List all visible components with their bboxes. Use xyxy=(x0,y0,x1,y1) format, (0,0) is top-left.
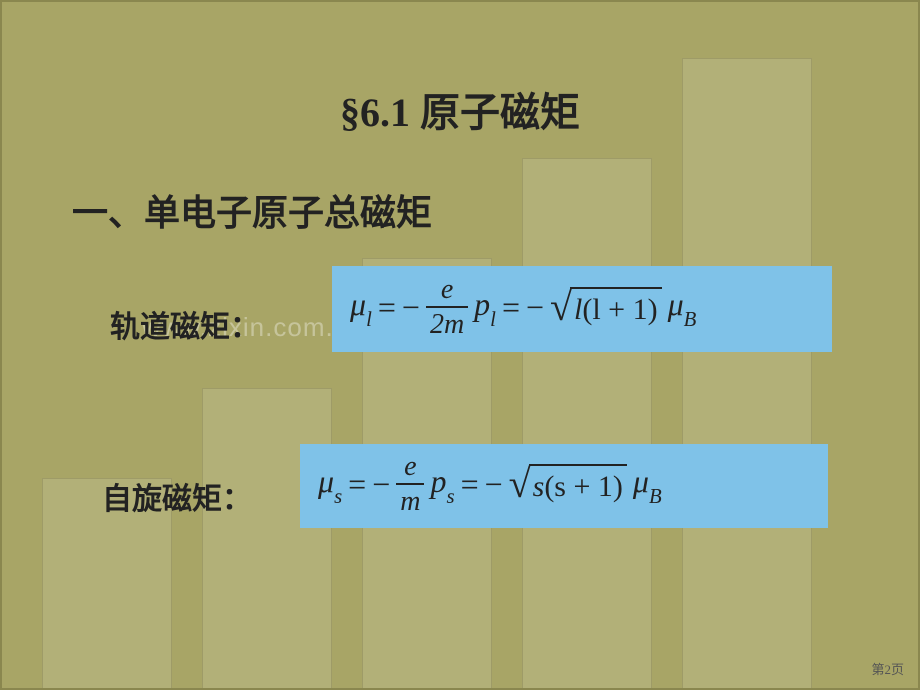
spin-moment-formula: μs = − e m ps = − √ s(s + 1) μB xyxy=(300,444,828,528)
slide-title: §6.1 原子磁矩 xyxy=(2,80,918,138)
spin-moment-label: 自旋磁矩： xyxy=(102,474,252,518)
bg-bar xyxy=(202,388,332,688)
orbital-moment-formula: μl = − e 2m pl = − √ l(l + 1) μB xyxy=(332,266,832,352)
section-heading: 一、单电子原子总磁矩 xyxy=(72,184,432,236)
slide: §6.1 原子磁矩 一、单电子原子总磁矩 www.zixin.com.cn 轨道… xyxy=(0,0,920,690)
page-number: 第2页 xyxy=(871,659,904,678)
orbital-moment-equation: μl = − e 2m pl = − √ l(l + 1) μB xyxy=(350,275,696,340)
orbital-moment-label: 轨道磁矩： xyxy=(110,302,260,346)
spin-moment-equation: μs = − e m ps = − √ s(s + 1) μB xyxy=(318,452,662,517)
bg-bar xyxy=(682,58,812,688)
bg-bar xyxy=(522,158,652,688)
